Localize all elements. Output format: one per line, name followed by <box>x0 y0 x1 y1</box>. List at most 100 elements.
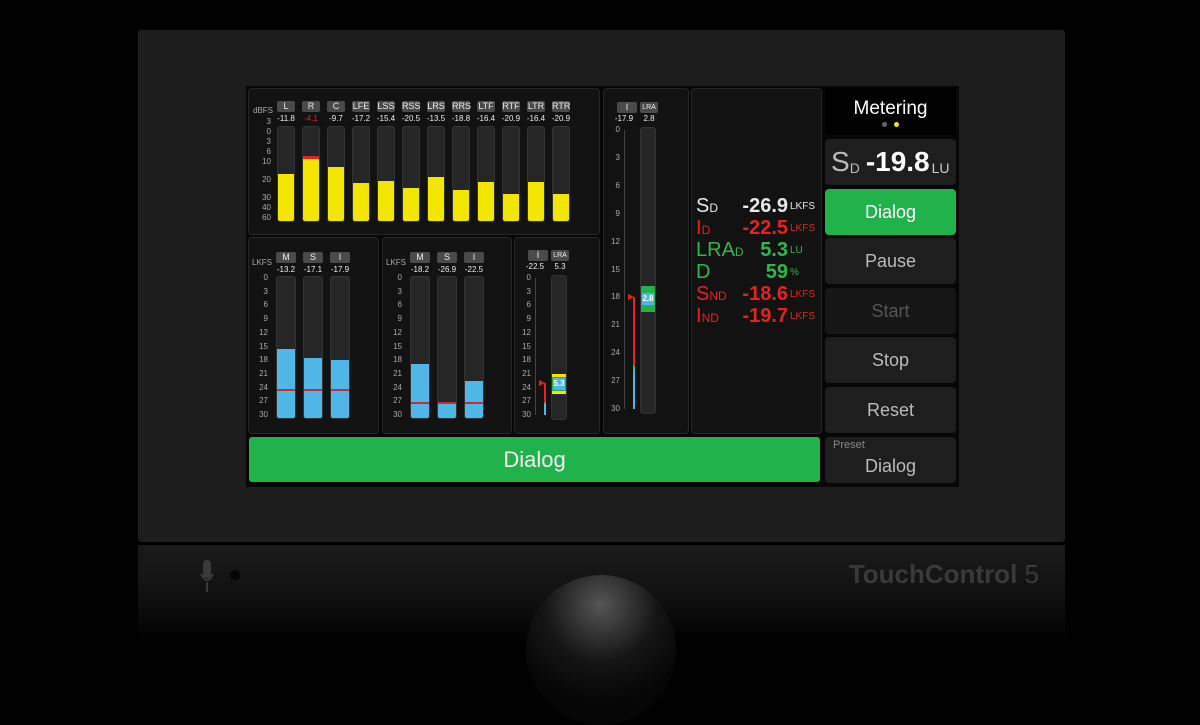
microphone-icon <box>200 560 214 594</box>
integrated-value: -22.5 <box>525 262 545 271</box>
channel-label: C <box>327 101 345 112</box>
model-number: 5 <box>1024 559 1039 589</box>
stat-label-main: S <box>696 195 710 217</box>
lkfs-scale-tick: 15 <box>393 341 402 351</box>
unit-label: dBFS <box>253 106 274 115</box>
lkfs-scale-tick: 27 <box>259 396 268 406</box>
target-marker <box>438 402 456 405</box>
readout-label: S <box>831 146 850 177</box>
channel-peak-value: -20.5 <box>401 114 421 123</box>
channel-meter <box>327 126 345 222</box>
loudness-meter-value: -18.2 <box>410 265 430 274</box>
stat-unit: LKFS <box>790 289 816 300</box>
lkfs-scale-tick: 15 <box>522 341 531 351</box>
lkfs-scale-tick: 18 <box>393 355 402 365</box>
channel-label: LRS <box>427 101 445 112</box>
channel-peak-value: -16.4 <box>476 114 496 123</box>
stat-label-main: LRA <box>696 239 735 261</box>
channel-level-bar <box>328 166 344 221</box>
stat-label: IND <box>696 306 719 329</box>
stat-value: -26.9 <box>742 195 788 217</box>
channel-meter <box>277 126 295 222</box>
loudness-meter-label: M <box>276 252 296 263</box>
integrated-history-bar <box>633 297 635 409</box>
channel-level-bar <box>378 181 394 221</box>
lkfs-scale-tick: 24 <box>522 382 531 392</box>
lkfs-scale-tick: 3 <box>615 152 620 162</box>
stat-unit: LU <box>790 245 803 256</box>
loudness-meter-label: I <box>464 252 484 263</box>
lkfs-scale-tick: 0 <box>397 273 402 282</box>
stat-label-main: I <box>696 217 702 239</box>
lkfs-scale-tick: 30 <box>393 410 402 419</box>
dialog-button[interactable]: Dialog <box>825 189 956 235</box>
loudness-level-bar <box>465 380 483 418</box>
page-dot[interactable] <box>881 122 887 127</box>
channel-level-bar <box>428 176 444 221</box>
channel-level-bar <box>353 182 369 221</box>
channel-label: RTR <box>552 101 571 112</box>
lkfs-scale-tick: 0 <box>615 125 620 134</box>
channel-meter <box>302 126 320 222</box>
channel-peak-value: -15.4 <box>376 114 396 123</box>
lkfs-scale-tick: 18 <box>611 292 620 302</box>
loudness-level-bar <box>411 364 429 418</box>
channel-meter <box>477 126 495 222</box>
lkfs-scale-tick: 21 <box>259 368 268 378</box>
scale-tick: 10 <box>262 157 271 166</box>
channel-meter <box>427 126 445 222</box>
pause-button[interactable]: Pause <box>825 238 956 284</box>
mode-bar[interactable]: Dialog <box>249 437 820 482</box>
loudness-panel-1: LKFS 0 3 6 9 12 15 18 21 24 27 30 M -13.2 S -17.1 I -17.9 <box>248 237 379 434</box>
lkfs-scale-tick: 30 <box>259 410 268 419</box>
loudness-meter <box>330 276 350 419</box>
page-dot-active[interactable] <box>894 122 900 127</box>
stat-row: IND -19.7 LKFS <box>696 306 820 327</box>
integrated-history-bar <box>544 383 546 415</box>
lkfs-scale-tick: 9 <box>397 314 402 324</box>
lkfs-scale-tick: 6 <box>615 180 620 190</box>
control-knob[interactable] <box>526 575 676 725</box>
stat-row: SND -18.6 LKFS <box>696 284 820 305</box>
indicator-led <box>230 570 240 580</box>
lra-range-label: 2.8 <box>642 293 654 306</box>
scale-tick: 20 <box>262 175 271 184</box>
stat-label-sub: D <box>709 201 719 215</box>
scale-tick: 6 <box>266 147 271 156</box>
lkfs-scale-tick: 12 <box>611 236 620 246</box>
lkfs-scale-tick: 3 <box>263 286 268 296</box>
channel-peak-value: -18.8 <box>451 114 471 123</box>
loudness-meter <box>276 276 296 419</box>
integrated-label: I <box>528 250 548 261</box>
lkfs-scale-tick: 6 <box>526 300 531 310</box>
integrated-marker <box>628 294 634 301</box>
start-button[interactable]: Start <box>825 288 956 334</box>
lkfs-scale-tick: 3 <box>397 286 402 296</box>
lra-panel-small: I LRA -22.5 5.3 0 3 6 9 12 15 18 21 24 27 30 5.3 <box>514 237 600 434</box>
stat-label-sub: ND <box>709 289 727 303</box>
sidebar-header: Metering <box>825 88 956 135</box>
target-marker <box>465 402 483 405</box>
channel-meter <box>527 126 545 222</box>
lkfs-scale-tick: 15 <box>259 341 268 351</box>
readout-unit: LU <box>931 160 950 176</box>
preset-button[interactable]: Preset Dialog <box>825 437 956 483</box>
stat-unit: LKFS <box>790 201 816 212</box>
stat-label-main: S <box>696 283 710 305</box>
scale-tick: 30 <box>262 193 271 202</box>
reset-button[interactable]: Reset <box>825 387 956 433</box>
stop-button[interactable]: Stop <box>825 337 956 383</box>
target-marker <box>411 402 429 405</box>
page-indicator[interactable] <box>825 120 956 127</box>
channel-meter <box>377 126 395 222</box>
lkfs-scale-tick: 12 <box>259 327 268 337</box>
preset-label: Preset <box>833 439 865 451</box>
lkfs-scale-tick: 12 <box>393 327 402 337</box>
stat-row: SD -26.9 LKFS <box>696 196 820 217</box>
channel-label: RSS <box>402 101 421 112</box>
lkfs-scale-tick: 27 <box>522 396 531 406</box>
loudness-meter-label: S <box>303 252 323 263</box>
stat-label: LRAD <box>696 240 744 263</box>
channel-label: LSS <box>377 101 395 112</box>
stat-row: ID -22.5 LKFS <box>696 218 820 239</box>
